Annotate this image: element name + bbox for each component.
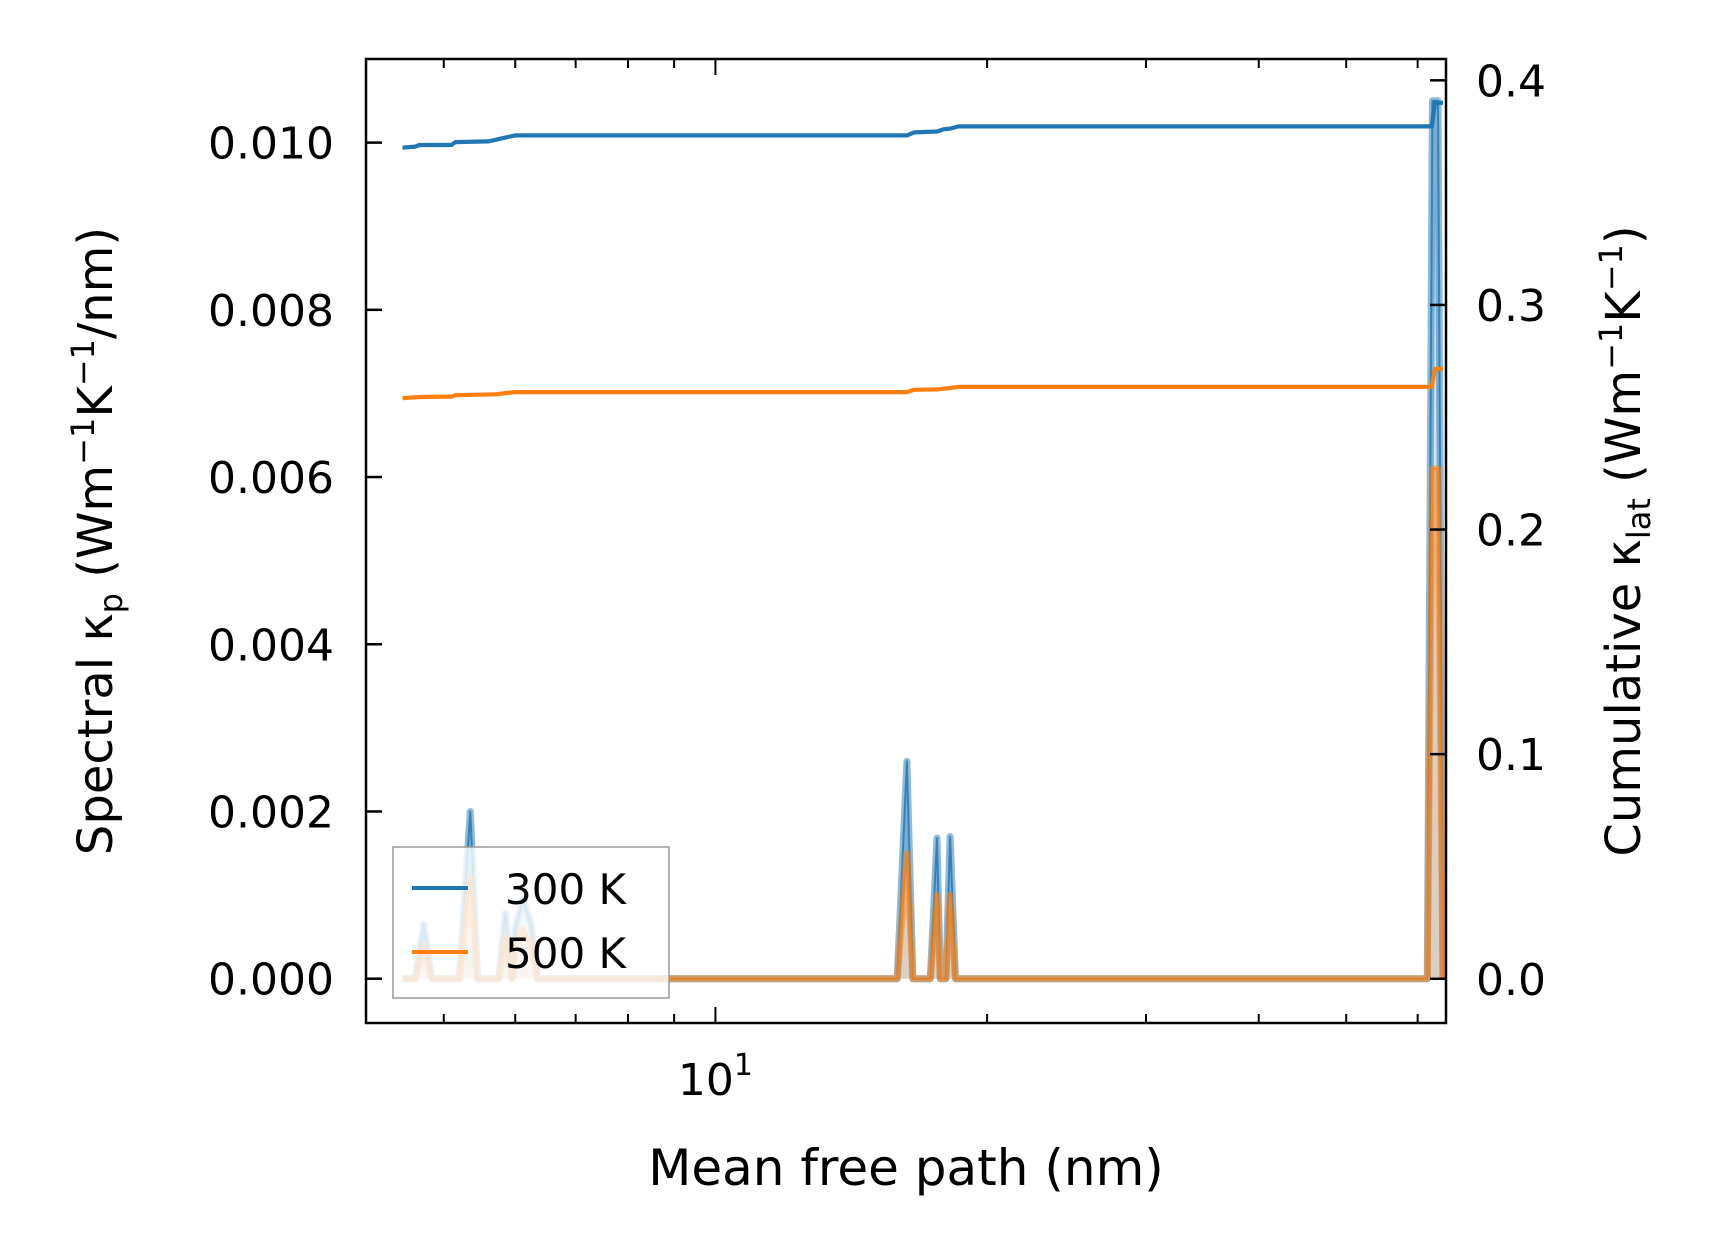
y-right-tick-label: 0.4: [1476, 56, 1546, 107]
svg-text:101: 101: [678, 1048, 753, 1106]
legend-label-300k: 300 K: [505, 865, 628, 914]
y-left-label-prefix: Spectral κ: [68, 613, 124, 855]
y-right-tick-label: 0.3: [1476, 281, 1546, 332]
y-left-tick-label: 0.004: [208, 620, 334, 671]
legend-box: [392, 846, 670, 999]
y-right-label-sup2: −1: [1592, 244, 1630, 291]
y-right-tick-label: 0.1: [1476, 730, 1546, 781]
y-left-tick-label: 0.010: [208, 119, 334, 170]
y-left-label-open: (Wm: [68, 465, 124, 593]
ticks-layer: 0.000 0.002 0.004 0.006 0.008 0.010 0.0 0.1 0.2 0…: [208, 56, 1546, 1023]
y-right-label-sup1: −1: [1592, 323, 1630, 370]
cumulative-line-300-k: [402, 100, 1443, 150]
y-right-tick-label: 0.0: [1476, 955, 1546, 1006]
y-left-axis-label: Spectral κp (Wm−1K−1/nm): [64, 227, 130, 855]
plot-frame: [364, 57, 1448, 1025]
y-right-label-prefix: Cumulative κ: [1596, 539, 1652, 857]
y-left-label-sup1: −1: [64, 418, 102, 465]
y-left-tick-label: 0.000: [208, 955, 334, 1006]
y-right-axis-label: Cumulative κlat (Wm−1K−1): [1592, 225, 1658, 856]
x-tick-base: 10: [678, 1055, 734, 1106]
y-left-tick-label: 0.008: [208, 286, 334, 337]
cumulative-layer: [402, 100, 1443, 401]
y-right-label-mid: K: [1596, 290, 1652, 323]
x-tick-exp: 1: [734, 1048, 753, 1083]
cumulative-line-500-k: [402, 366, 1443, 401]
y-left-tick-label: 0.006: [208, 453, 334, 504]
y-right-label-sub: lat: [1620, 498, 1658, 539]
y-right-label-open: (Wm: [1596, 370, 1652, 498]
x-axis-label: Mean free path (nm): [648, 1139, 1164, 1197]
y-right-label-close: ): [1596, 225, 1652, 244]
y-left-label-mid: K: [68, 385, 124, 418]
y-right-tick-label: 0.2: [1476, 506, 1546, 557]
y-left-label-close: /nm): [68, 227, 124, 339]
y-left-label-sup2: −1: [64, 339, 102, 386]
y-left-tick-label: 0.002: [208, 787, 334, 838]
x-tick-label-10: 101: [678, 1048, 753, 1106]
legend-label-500k: 500 K: [505, 929, 628, 978]
legend: 300 K 500 K: [392, 846, 670, 999]
y-left-label-sub: p: [92, 593, 130, 613]
